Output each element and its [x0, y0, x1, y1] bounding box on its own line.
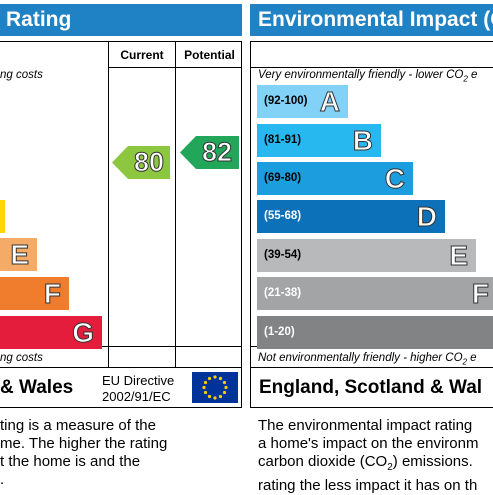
band-g: G: [0, 316, 102, 349]
band-c: (69-80) C: [257, 162, 413, 195]
band-e: E: [0, 238, 37, 271]
top-note-text: Very environmentally friendly - lower CO: [258, 69, 464, 81]
top-note-sub: 2: [463, 74, 468, 84]
env-desc-line-4: rating the less impact it has on th: [258, 477, 478, 494]
band-a-letter: A: [319, 86, 340, 118]
band-f-letter: F: [43, 278, 61, 310]
env-desc-line-2: a home's impact on the environm: [258, 435, 479, 452]
band-g-letter: G: [72, 317, 95, 349]
eu-flag-icon: [192, 372, 238, 403]
eu-directive-line1: EU Directive: [102, 373, 175, 388]
band-b-letter: B: [352, 125, 373, 157]
top-note-tail: e: [467, 69, 478, 81]
env-desc-line-3: carbon dioxide (CO2) emissions.: [258, 453, 493, 477]
band-c-letter: C: [384, 163, 405, 195]
band-f-right: (21-38) F: [257, 277, 493, 310]
env-desc-line-1: The environmental impact rating: [258, 417, 473, 434]
band-f-range: (21-38): [264, 287, 302, 299]
energy-rating-footer: & Wales EU Directive 2002/91/EC: [0, 368, 242, 408]
energy-rating-title: Rating: [6, 8, 72, 31]
band-a: (92-100) A: [257, 85, 348, 118]
band-f-right-letter: F: [471, 278, 489, 310]
current-rating-value: 80: [133, 147, 165, 178]
column-potential: Potential: [184, 48, 235, 62]
desc-line-3: t the home is and the: [0, 453, 141, 470]
desc-line-1: ting is a measure of the: [0, 417, 156, 434]
band-d-range: (55-68): [264, 210, 302, 222]
current-rating-arrow: 80: [112, 146, 170, 179]
potential-rating-arrow: 82: [180, 136, 239, 169]
band-a-range: (92-100): [264, 95, 308, 107]
bottom-note-right: Not environmentally friendly - higher CO…: [258, 352, 477, 366]
environmental-impact-header: Environmental Impact (C: [250, 4, 493, 36]
band-e-right-letter: E: [449, 240, 469, 272]
environmental-impact-footer: England, Scotland & Wal: [250, 368, 493, 408]
top-note: ng costs: [0, 69, 43, 81]
band-e-right: (39-54) E: [257, 239, 476, 272]
env-desc-line-3-text: carbon dioxide (CO: [258, 453, 388, 470]
env-desc-line-3-sub: 2: [387, 462, 393, 473]
band-d: (55-68) D: [257, 200, 445, 233]
footer-region-right: England, Scotland & Wal: [259, 377, 483, 398]
footer-region: & Wales: [0, 377, 74, 398]
band-c-range: (69-80): [264, 172, 302, 184]
header-row-divider: [108, 67, 241, 68]
bottom-note-text: Not environmentally friendly - higher CO: [258, 352, 463, 364]
environmental-impact-panel: Very environmentally friendly - lower CO…: [250, 41, 493, 368]
top-note-right: Very environmentally friendly - lower CO…: [258, 69, 477, 83]
energy-rating-panel: Current Potential ng costs E F G 80 82 n…: [0, 41, 242, 368]
band-top-partial: [0, 200, 5, 233]
band-e-letter: E: [10, 239, 30, 271]
desc-line-2: me. The higher the rating: [0, 435, 168, 452]
eu-directive-line2: 2002/91/EC: [102, 389, 171, 404]
band-e-range: (39-54): [264, 249, 302, 261]
column-current: Current: [120, 48, 164, 62]
band-b: (81-91) B: [257, 124, 381, 157]
bottom-note-sub: 2: [462, 357, 467, 367]
band-f: F: [0, 277, 69, 310]
energy-rating-header: Rating: [0, 4, 242, 36]
footer-row-divider: [0, 346, 241, 347]
bottom-note-tail: e: [466, 352, 477, 364]
band-d-letter: D: [416, 201, 437, 233]
potential-rating-value: 82: [201, 137, 233, 168]
desc-line-4: .: [0, 471, 5, 488]
band-b-range: (81-91): [264, 134, 302, 146]
energy-rating-description: ting is a measure of the me. The higher …: [0, 417, 242, 489]
bottom-note: ng costs: [0, 352, 43, 364]
environmental-impact-description: The environmental impact rating a home's…: [258, 417, 493, 495]
band-g-range: (1-20): [264, 326, 295, 338]
environmental-impact-title: Environmental Impact (C: [258, 8, 493, 31]
col-divider-potential: [175, 42, 176, 367]
band-g-right: (1-20): [257, 316, 493, 349]
header-row-divider-right: [251, 67, 493, 68]
col-divider-current: [108, 42, 109, 367]
env-desc-line-3-tail: ) emissions.: [392, 453, 473, 470]
